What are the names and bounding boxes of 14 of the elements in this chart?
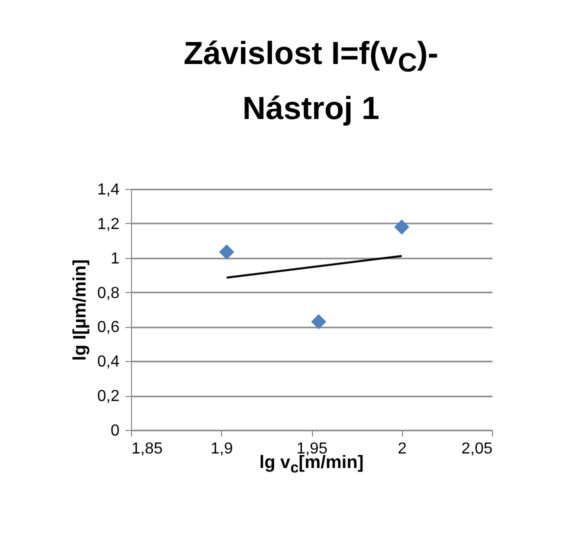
y-tick-label: 1 — [110, 250, 120, 268]
y-tick-label: 0,6 — [97, 319, 120, 336]
y-tick-label: 1,4 — [97, 182, 120, 198]
y-tick-label: 0,4 — [97, 354, 120, 371]
x-tick-label: 1,85 — [132, 440, 163, 458]
y-tick-label: 1,2 — [97, 216, 120, 233]
y-tick-label: 0,2 — [97, 388, 120, 406]
chart-title: Závislost I=f(v$_{C}$)-Nástroj 1 — [184, 35, 438, 126]
x-tick-label: 2,05 — [461, 440, 493, 458]
x-tick-label: 1,9 — [210, 440, 233, 458]
y-tick-label: 0,8 — [97, 284, 120, 302]
y-axis-title: lg I[µm/min] — [69, 259, 90, 361]
y-tick-label: 0 — [110, 422, 120, 440]
x-tick-label: 2 — [398, 440, 407, 458]
